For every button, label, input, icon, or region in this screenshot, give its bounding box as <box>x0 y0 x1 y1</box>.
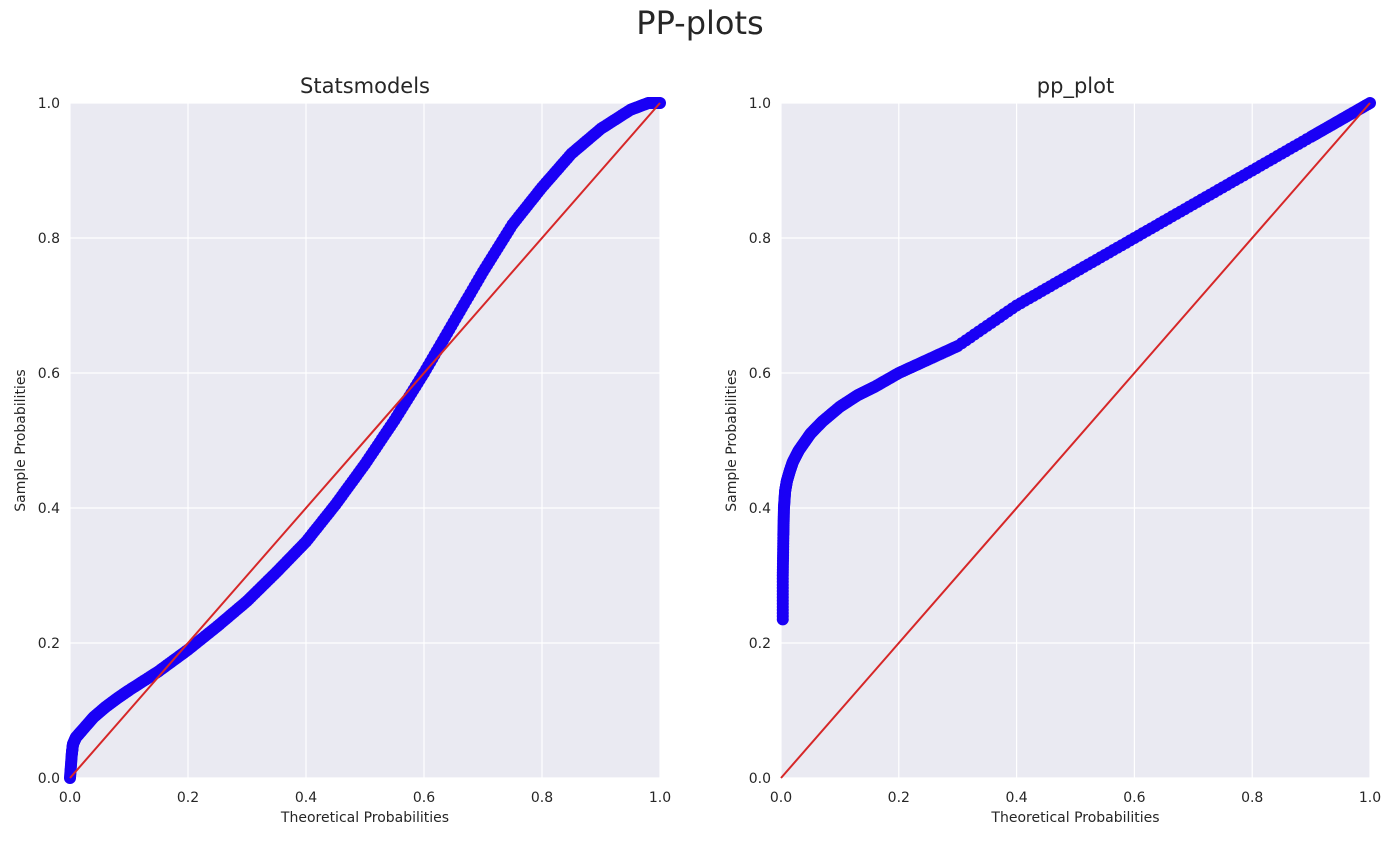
x-tick-label: 0.8 <box>1241 790 1263 806</box>
y-tick-label: 0.8 <box>749 231 771 247</box>
subplot-title: pp_plot <box>1037 74 1114 99</box>
y-axis-label: Sample Probabilities <box>724 369 740 511</box>
x-tick-label: 0.0 <box>59 790 81 806</box>
y-tick-label: 0.2 <box>38 636 60 652</box>
y-tick-label: 0.0 <box>749 771 771 787</box>
x-tick-label: 0.6 <box>1123 790 1145 806</box>
data-layer <box>776 97 1376 779</box>
y-tick-label: 0.6 <box>749 366 771 382</box>
x-tick-label: 0.4 <box>295 790 317 806</box>
data-layer <box>64 97 666 784</box>
y-tick-label: 0.4 <box>749 501 771 517</box>
y-tick-label: 1.0 <box>749 96 771 112</box>
x-tick-label: 1.0 <box>649 790 671 806</box>
x-tick-label: 1.0 <box>1359 790 1381 806</box>
subplot-title: Statsmodels <box>300 74 430 98</box>
reference-line <box>69 102 661 779</box>
x-tick-label: 0.0 <box>770 790 792 806</box>
x-tick-label: 0.2 <box>888 790 910 806</box>
x-axis-label: Theoretical Probabilities <box>990 810 1159 826</box>
x-axis-label: Theoretical Probabilities <box>280 810 449 826</box>
y-tick-label: 1.0 <box>38 96 60 112</box>
y-tick-label: 0.4 <box>38 501 60 517</box>
subplot-2: 0.0 0.2 0.4 0.6 0.8 1.0 0.0 0.2 0.4 0.6 0.8 1.0 pp_p… <box>724 74 1381 826</box>
y-tick-label: 0.6 <box>38 366 60 382</box>
x-tick-label: 0.6 <box>413 790 435 806</box>
reference-line <box>780 102 1371 779</box>
x-tick-label: 0.8 <box>531 790 553 806</box>
figure-title: PP-plots <box>636 4 764 42</box>
subplot-1: 0.0 0.2 0.4 0.6 0.8 1.0 0.0 0.2 0.4 0.6 0.8 1.0 Stat… <box>13 74 671 826</box>
y-tick-label: 0.0 <box>38 771 60 787</box>
y-tick-label: 0.2 <box>749 636 771 652</box>
y-axis-label: Sample Probabilities <box>13 369 29 511</box>
x-tick-label: 0.4 <box>1005 790 1027 806</box>
x-tick-label: 0.2 <box>177 790 199 806</box>
y-tick-label: 0.8 <box>38 231 60 247</box>
